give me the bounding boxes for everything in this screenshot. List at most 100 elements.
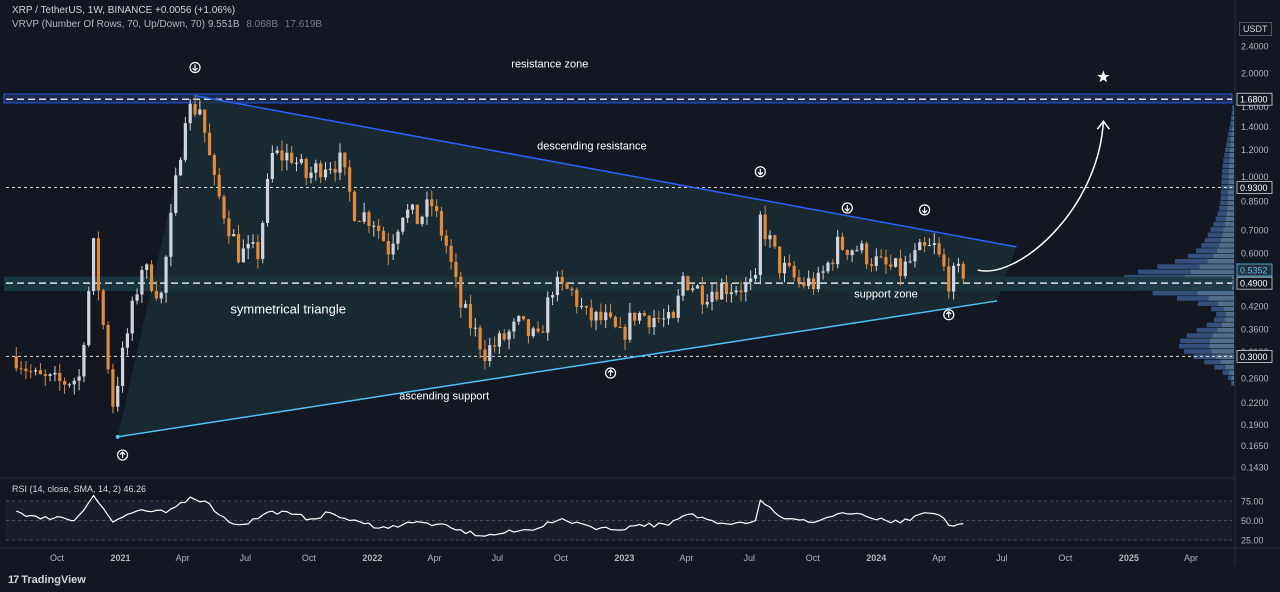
candle-body	[439, 211, 444, 236]
candles	[14, 94, 965, 414]
candle-body	[381, 230, 386, 242]
candle-body	[715, 291, 719, 300]
candle-body	[203, 109, 207, 133]
candle-body	[710, 291, 714, 302]
volume-profile-bar-up	[1214, 317, 1226, 322]
volume-profile-bar-down	[1209, 343, 1234, 349]
tradingview-logo[interactable]: 17 TradingView	[8, 574, 86, 586]
candle-body	[691, 288, 695, 291]
time-tick-label: 2025	[1119, 553, 1139, 563]
indicator-label: VRVP (Number Of Rows, 70, Up/Down, 70)	[12, 19, 206, 30]
candle-body	[526, 319, 531, 337]
candle-body	[884, 257, 888, 265]
candle-body	[236, 234, 241, 263]
candle-body	[497, 333, 502, 347]
candle-body	[145, 264, 149, 270]
time-tick-label: Apr	[679, 553, 693, 563]
candle-body	[594, 311, 598, 321]
candle-body	[106, 325, 110, 370]
candle-body	[753, 275, 758, 279]
candle-body	[48, 374, 52, 377]
candle-body	[256, 242, 260, 259]
volume-profile-bar-up	[1228, 131, 1232, 137]
candle-body	[720, 282, 724, 300]
volume-profile-bar-up	[1186, 333, 1213, 338]
up-arrow-marker-icon	[604, 367, 617, 379]
candle-body	[695, 285, 700, 289]
vrvp-value-up: 9.551B	[207, 19, 240, 30]
time-tick-label: Oct	[50, 553, 65, 563]
candle-body	[169, 212, 173, 257]
candle-body	[406, 209, 410, 218]
up-arrow-marker-icon-glyph	[607, 369, 614, 377]
candle-body	[860, 243, 864, 251]
candle-body	[82, 345, 86, 377]
volume-profile-bar-up	[1217, 211, 1227, 216]
branding-label: TradingView	[21, 574, 86, 586]
candle-body	[555, 276, 560, 296]
tradingview-mark-icon: 17	[8, 574, 19, 586]
candle-body	[560, 276, 564, 283]
candle-body	[212, 155, 216, 175]
candle-body	[802, 282, 806, 286]
volume-profile-bar-up	[1226, 142, 1231, 147]
volume-profile-bar-up	[1210, 227, 1224, 232]
volume-profile-bar-down	[1228, 179, 1234, 185]
volume-profile-bar-up	[1222, 370, 1229, 375]
time-tick-label: Jul	[996, 553, 1008, 563]
price-tick-label: 0.6000	[1241, 248, 1269, 258]
candle-body	[294, 162, 299, 164]
candle-body	[449, 245, 453, 262]
candle-body	[401, 217, 405, 232]
volume-profile-bar-down	[1228, 190, 1234, 195]
candle-body	[188, 103, 192, 124]
volume-profile-bar-down	[1225, 312, 1234, 317]
candle-body	[492, 345, 497, 347]
candle-body	[246, 243, 250, 249]
annotation-label: ascending support	[399, 390, 489, 402]
support-anchor-point	[115, 434, 120, 439]
candle-body	[38, 370, 43, 375]
volume-profile-bar-up	[1231, 110, 1233, 116]
volume-profile-bar-up	[1211, 306, 1224, 312]
vrvp-value-total: 17.619B	[284, 19, 323, 30]
volume-profile-bar-down	[1228, 168, 1234, 174]
volume-profile-bar-down	[1219, 243, 1234, 248]
candle-body	[608, 312, 613, 317]
candle-body	[96, 238, 101, 291]
volume-profile-bar-up	[1219, 206, 1228, 211]
price-tick-label: 0.2200	[1241, 398, 1269, 408]
rsi-pane: 75.00 50.00 25.00 RSI (14, close, SMA, 14, …	[6, 484, 1264, 546]
volume-profile-bar-down	[1216, 248, 1234, 253]
price-tick-label: 0.1900	[1241, 420, 1269, 430]
volume-profile-bar-down	[1230, 147, 1234, 153]
up-arrow-marker-icon	[116, 449, 129, 461]
price-level-badge-label: 0.4900	[1240, 279, 1268, 289]
candle-body	[101, 290, 105, 326]
time-tick-label: Oct	[554, 553, 569, 563]
candle-body	[435, 206, 439, 212]
candle-body	[927, 245, 932, 247]
candle-body	[676, 295, 680, 318]
candle-body	[19, 368, 23, 370]
candle-body	[840, 236, 845, 250]
volume-profile-bar-down	[1231, 131, 1234, 137]
projection-arrow	[977, 121, 1105, 272]
candle-body	[488, 345, 492, 361]
candle-body	[154, 290, 158, 299]
candle-body	[536, 328, 540, 332]
price-level-badge	[1236, 349, 1273, 363]
candle-body	[865, 243, 869, 265]
down-arrow-marker-icon	[919, 204, 931, 216]
volume-profile-bar-up	[1193, 354, 1216, 359]
candle-body	[348, 167, 352, 192]
candle-body	[77, 376, 81, 381]
candle-body	[705, 301, 709, 305]
currency-unit-button[interactable]: USDT	[1239, 22, 1272, 36]
volume-profile-bar-down	[1213, 253, 1234, 259]
candle-body	[420, 216, 424, 225]
volume-profile-bar-up	[1222, 163, 1229, 169]
candle-body	[415, 204, 419, 225]
candle-body	[961, 263, 965, 279]
